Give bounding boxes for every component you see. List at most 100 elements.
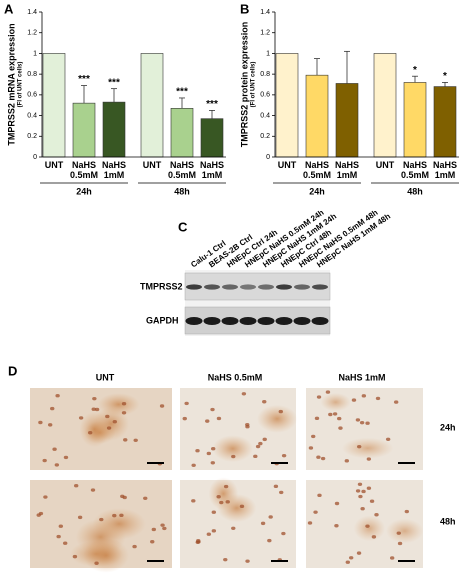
nucleus: [281, 453, 287, 458]
nucleus: [262, 437, 267, 442]
blot-band: [240, 284, 256, 290]
nucleus: [223, 484, 229, 489]
nucleus: [211, 529, 217, 533]
blot-band: [293, 317, 311, 325]
y-tick-label: 0.4: [27, 112, 37, 119]
x-tick-label: NaHS 0.5mM: [400, 160, 429, 180]
nucleus: [366, 486, 372, 490]
row-label: 24h: [440, 422, 456, 432]
nucleus: [337, 416, 342, 421]
nucleus: [55, 394, 60, 398]
nucleus: [328, 412, 333, 417]
x-tick-label: NaHS 0.5mM: [302, 160, 331, 180]
x-tick-label: NaHS 1mM: [199, 160, 224, 180]
blot-band: [222, 284, 238, 290]
nucleus: [72, 554, 78, 559]
bar: [140, 53, 164, 158]
nucleus: [334, 501, 340, 506]
y-tick-label: 0.4: [260, 112, 270, 119]
nucleus: [316, 455, 321, 459]
nucleus: [356, 551, 362, 555]
x-tick-label: UNT: [277, 160, 297, 170]
nucleus: [348, 556, 354, 560]
stain: [320, 392, 351, 412]
group-label: 24h: [309, 186, 325, 196]
nucleus: [191, 499, 196, 503]
blot-row-label: TMPRSS2: [140, 281, 183, 291]
nucleus: [43, 495, 48, 499]
nucleus: [396, 531, 401, 535]
nucleus: [219, 500, 224, 505]
nucleus: [62, 541, 68, 545]
nucleus: [231, 526, 236, 530]
significance: *: [443, 71, 447, 82]
nucleus: [313, 510, 318, 514]
y-tick-label: 0: [33, 154, 37, 161]
nucleus: [159, 404, 165, 408]
nucleus: [143, 496, 148, 500]
nucleus: [78, 416, 84, 420]
bar: [275, 53, 299, 158]
nucleus: [258, 441, 263, 446]
bar: [335, 83, 359, 158]
bar: [403, 82, 427, 158]
nucleus: [365, 524, 370, 528]
nucleus: [195, 448, 200, 453]
y-tick-label: 0.2: [27, 133, 37, 140]
bar: [373, 53, 397, 158]
y-tick-label: 0.8: [27, 71, 37, 78]
nucleus: [92, 396, 97, 401]
nucleus: [36, 513, 41, 517]
nucleus: [316, 395, 322, 399]
nucleus: [281, 531, 286, 536]
nucleus: [122, 495, 127, 500]
nucleus: [73, 484, 79, 488]
blot-band: [257, 317, 275, 325]
y-tick-label: 0: [266, 154, 270, 161]
y-tick-label: 1: [266, 50, 270, 57]
nucleus: [94, 561, 99, 565]
nucleus: [255, 444, 261, 449]
nucleus: [366, 457, 372, 461]
nucleus: [38, 420, 43, 425]
bar: [42, 53, 66, 158]
nucleus: [99, 517, 104, 522]
panel-letter: B: [240, 1, 249, 16]
nucleus: [393, 400, 399, 404]
column-label: UNT: [96, 372, 115, 382]
nucleus: [357, 444, 362, 449]
blot-band: [185, 317, 203, 325]
nucleus: [90, 488, 96, 492]
blot-band: [275, 317, 293, 325]
significance: ***: [78, 74, 90, 85]
x-tick-label: UNT: [142, 160, 162, 170]
nucleus: [358, 494, 363, 499]
nucleus: [268, 515, 273, 519]
nucleus: [355, 489, 361, 493]
nucleus: [52, 447, 57, 451]
nucleus: [150, 540, 155, 544]
nucleus: [311, 434, 316, 439]
nucleus: [344, 459, 350, 463]
nucleus: [94, 407, 100, 412]
bar: [433, 86, 457, 158]
nucleus: [210, 407, 215, 412]
nucleus: [182, 416, 187, 421]
bar: [170, 108, 194, 158]
nucleus: [334, 524, 339, 528]
nucleus: [355, 418, 361, 422]
nucleus: [374, 513, 379, 517]
y-axis-sublabel: (FI of UNT cells): [251, 62, 257, 108]
stain: [83, 538, 129, 573]
nucleus: [325, 390, 331, 394]
y-tick-label: 1.4: [27, 9, 37, 16]
y-tick-label: 1.2: [260, 30, 270, 37]
nucleus: [196, 539, 201, 543]
nucleus: [260, 521, 266, 526]
nucleus: [361, 489, 366, 494]
group-label: 24h: [76, 186, 92, 196]
x-tick-label: UNT: [44, 160, 64, 170]
blot-band: [239, 317, 257, 325]
